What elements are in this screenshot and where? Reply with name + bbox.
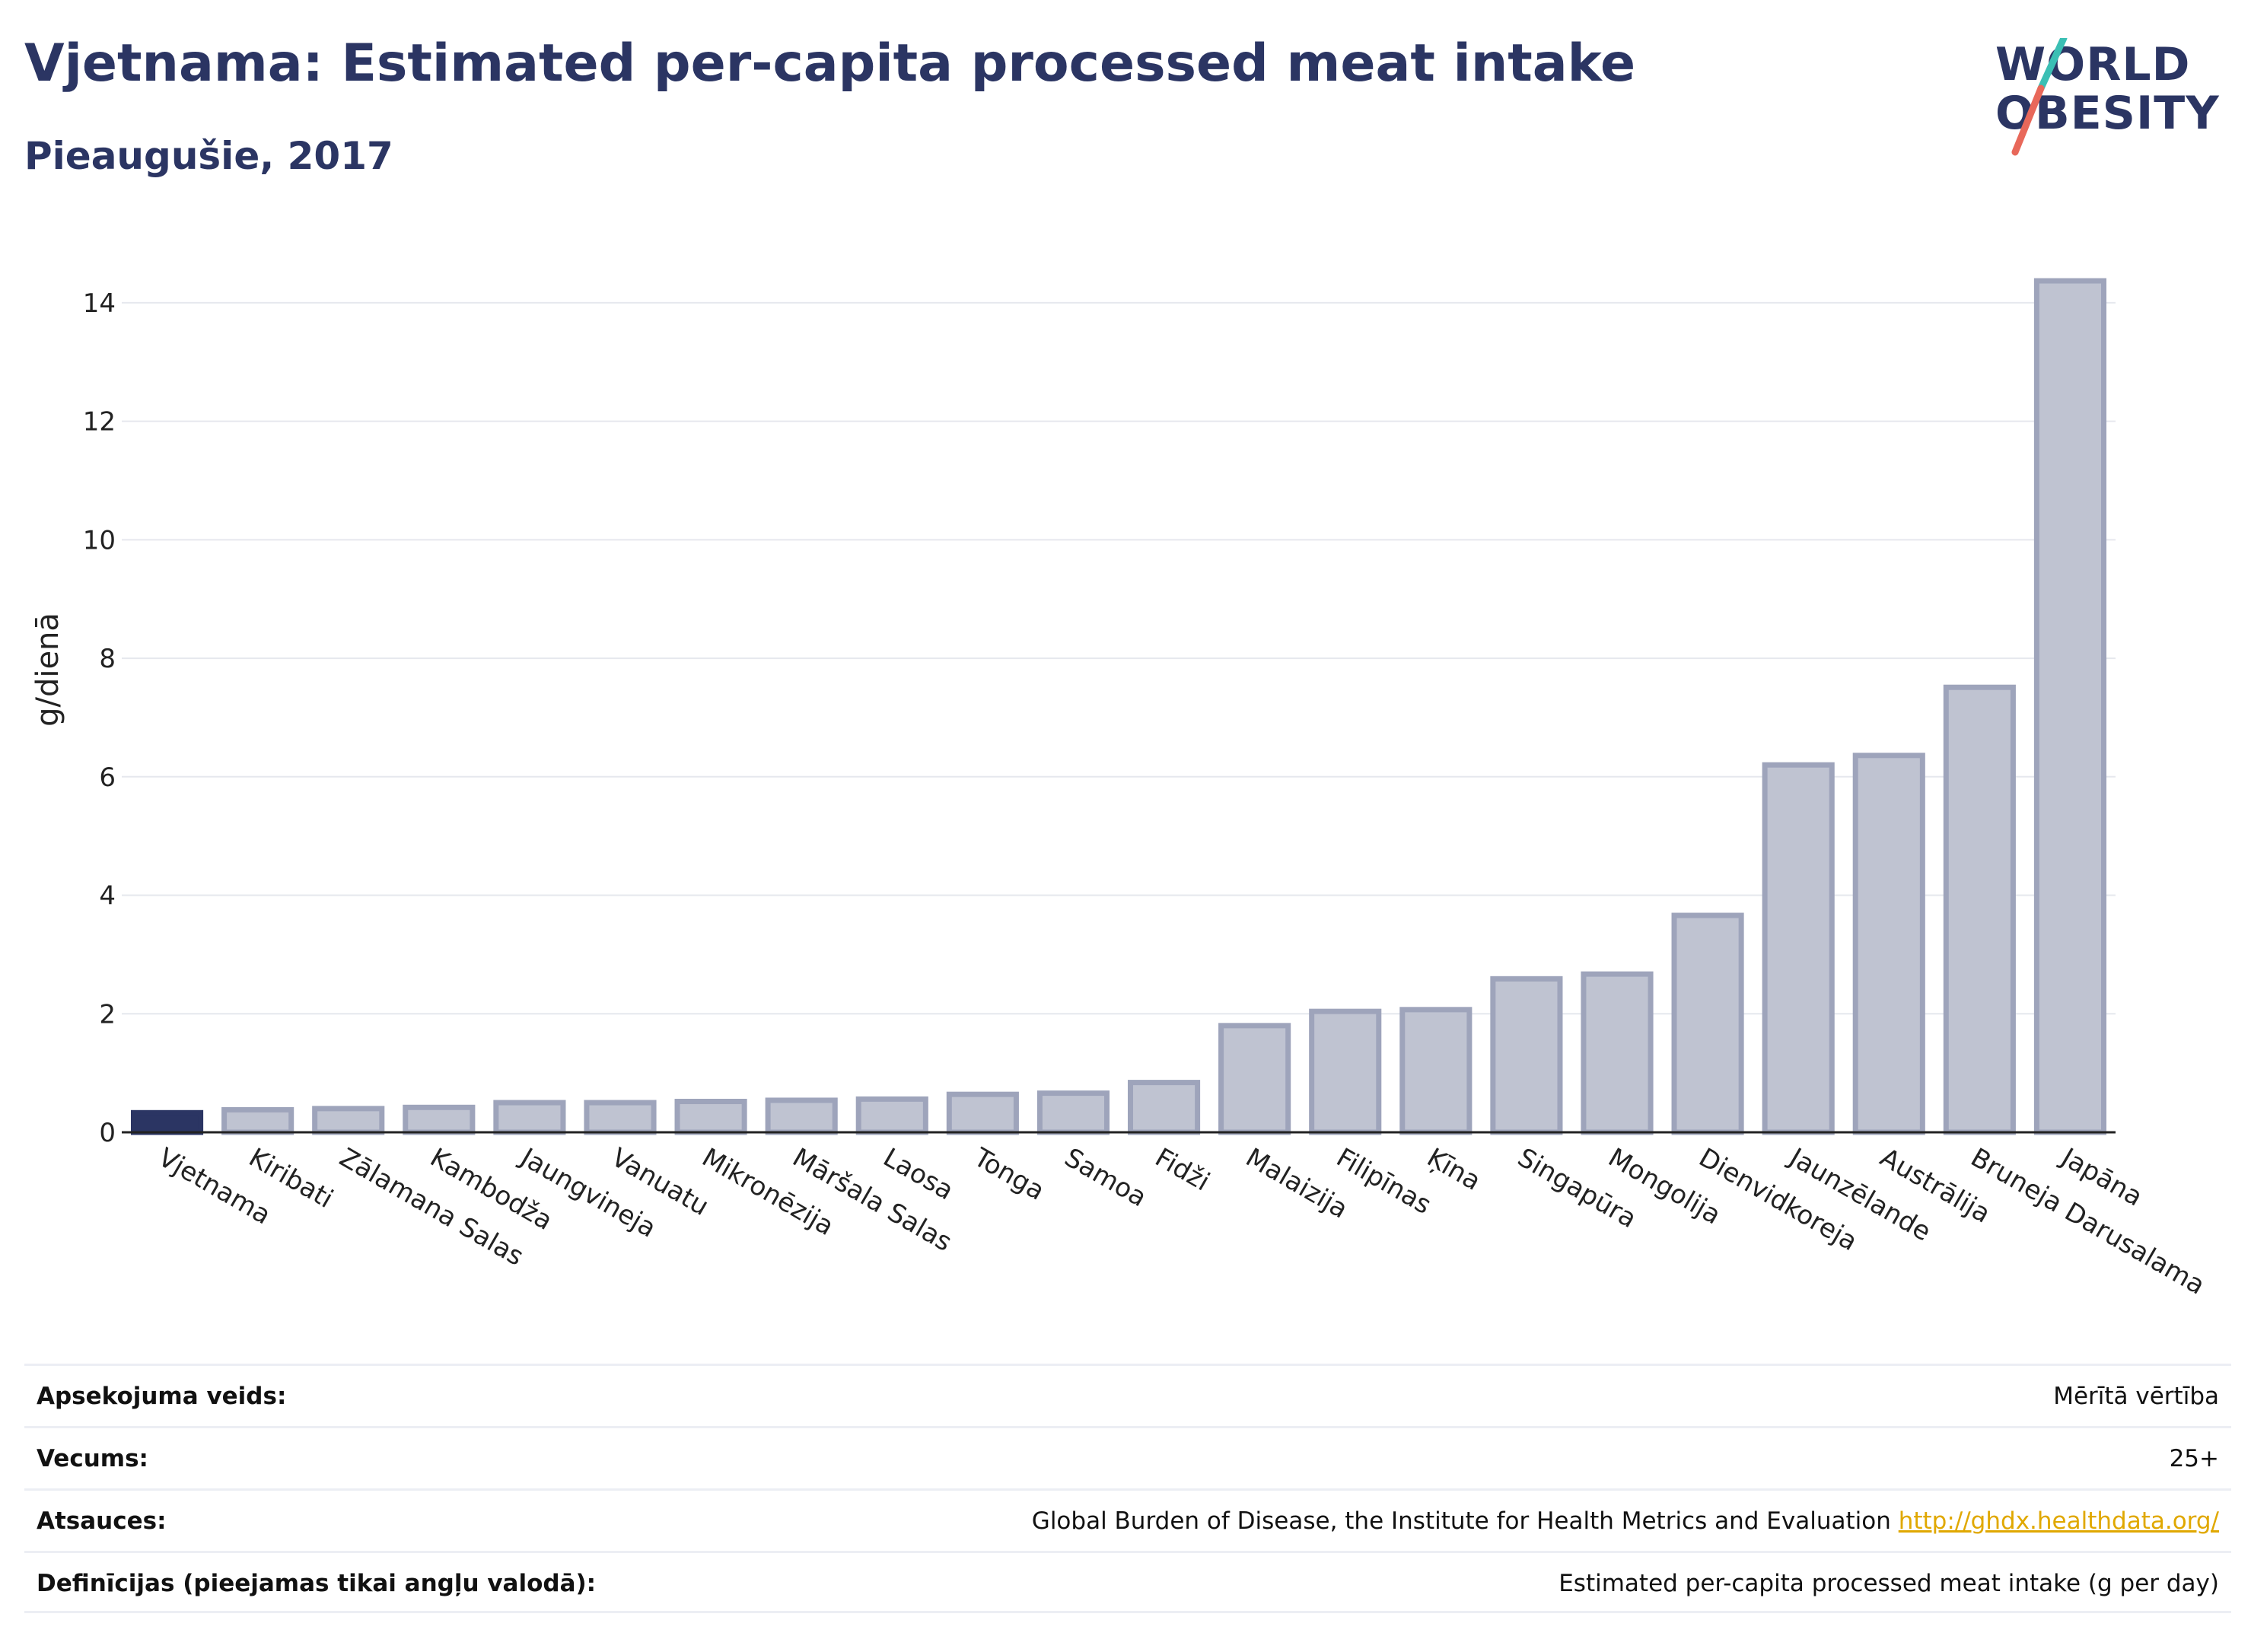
- y-tick-label: 10: [83, 525, 116, 555]
- bar-13[interactable]: [1309, 1008, 1382, 1135]
- logo-slash-icon: [2011, 38, 2068, 156]
- x-tick-label: Tonga: [968, 1142, 1049, 1207]
- bar-18[interactable]: [1762, 762, 1835, 1135]
- bar-4[interactable]: [493, 1100, 566, 1135]
- bar-12[interactable]: [1218, 1023, 1291, 1135]
- bar-14[interactable]: [1399, 1007, 1473, 1135]
- world-obesity-logo[interactable]: WORLD OBESITY: [1994, 38, 2230, 160]
- bar-1[interactable]: [221, 1106, 295, 1135]
- bar-2[interactable]: [312, 1106, 385, 1135]
- x-tick-label: Malaizija: [1240, 1142, 1353, 1224]
- meta-row-age: Vecums: 25+: [24, 1426, 2231, 1488]
- bar-17[interactable]: [1671, 912, 1744, 1135]
- x-tick-label: Samoa: [1059, 1142, 1151, 1213]
- metadata-table: Apsekojuma veids: Mērītā vērtība Vecums:…: [24, 1364, 2231, 1613]
- meta-label: Vecums:: [37, 1445, 148, 1472]
- meta-value: Mērītā vērtība: [2053, 1383, 2219, 1410]
- y-axis-label: g/dienā: [30, 613, 65, 727]
- bar-11[interactable]: [1127, 1080, 1201, 1135]
- x-tick-label: Filipīnas: [1331, 1142, 1436, 1221]
- y-tick-label: 0: [99, 1118, 116, 1148]
- bar-0[interactable]: [130, 1109, 204, 1135]
- bar-7[interactable]: [765, 1097, 838, 1135]
- y-tick-label: 12: [83, 407, 116, 438]
- meta-value: Estimated per-capita processed meat inta…: [1559, 1570, 2219, 1597]
- y-tick-label: 4: [99, 881, 116, 912]
- bar-10[interactable]: [1036, 1090, 1110, 1135]
- chart-subtitle: Pieaugušie, 2017: [24, 134, 393, 178]
- y-tick-label: 2: [99, 999, 116, 1030]
- logo-word-world: WORLD: [1995, 38, 2191, 91]
- meta-label: Apsekojuma veids:: [37, 1383, 287, 1410]
- bar-5[interactable]: [584, 1100, 657, 1135]
- x-tick-label: Fidži: [1150, 1142, 1215, 1197]
- y-axis-ticks: 0 2 4 6 8 10 12 14: [83, 288, 116, 1148]
- meta-value-references: Global Burden of Disease, the Institute …: [1032, 1507, 2219, 1535]
- y-tick-label: 14: [83, 288, 116, 319]
- bar-20[interactable]: [1943, 684, 2016, 1135]
- reference-text: Global Burden of Disease, the Institute …: [1031, 1507, 1891, 1535]
- bar-3[interactable]: [403, 1104, 476, 1135]
- y-tick-label: 6: [99, 762, 116, 793]
- bar-16[interactable]: [1581, 971, 1654, 1135]
- x-tick-label: Ķīna: [1422, 1142, 1485, 1197]
- meta-label: Atsauces:: [37, 1507, 167, 1535]
- bar-15[interactable]: [1490, 976, 1563, 1135]
- bar-21[interactable]: [2033, 278, 2107, 1135]
- reference-link[interactable]: http://ghdx.healthdata.org/: [1898, 1507, 2219, 1535]
- meta-row-survey-type: Apsekojuma veids: Mērītā vērtība: [24, 1364, 2231, 1426]
- bar-19[interactable]: [1852, 753, 1925, 1135]
- meta-row-references: Atsauces: Global Burden of Disease, the …: [24, 1488, 2231, 1551]
- bar-9[interactable]: [946, 1091, 1019, 1135]
- meta-value: 25+: [2169, 1445, 2219, 1472]
- bars: [130, 278, 2107, 1135]
- meta-label: Definīcijas (pieejamas tikai angļu valod…: [37, 1570, 597, 1597]
- meta-row-definitions: Definīcijas (pieejamas tikai angļu valod…: [24, 1551, 2231, 1613]
- y-tick-label: 8: [99, 644, 116, 674]
- bar-8[interactable]: [855, 1096, 928, 1135]
- bar-6[interactable]: [674, 1099, 747, 1135]
- chart-title: Vjetnama: Estimated per-capita processed…: [24, 33, 1636, 94]
